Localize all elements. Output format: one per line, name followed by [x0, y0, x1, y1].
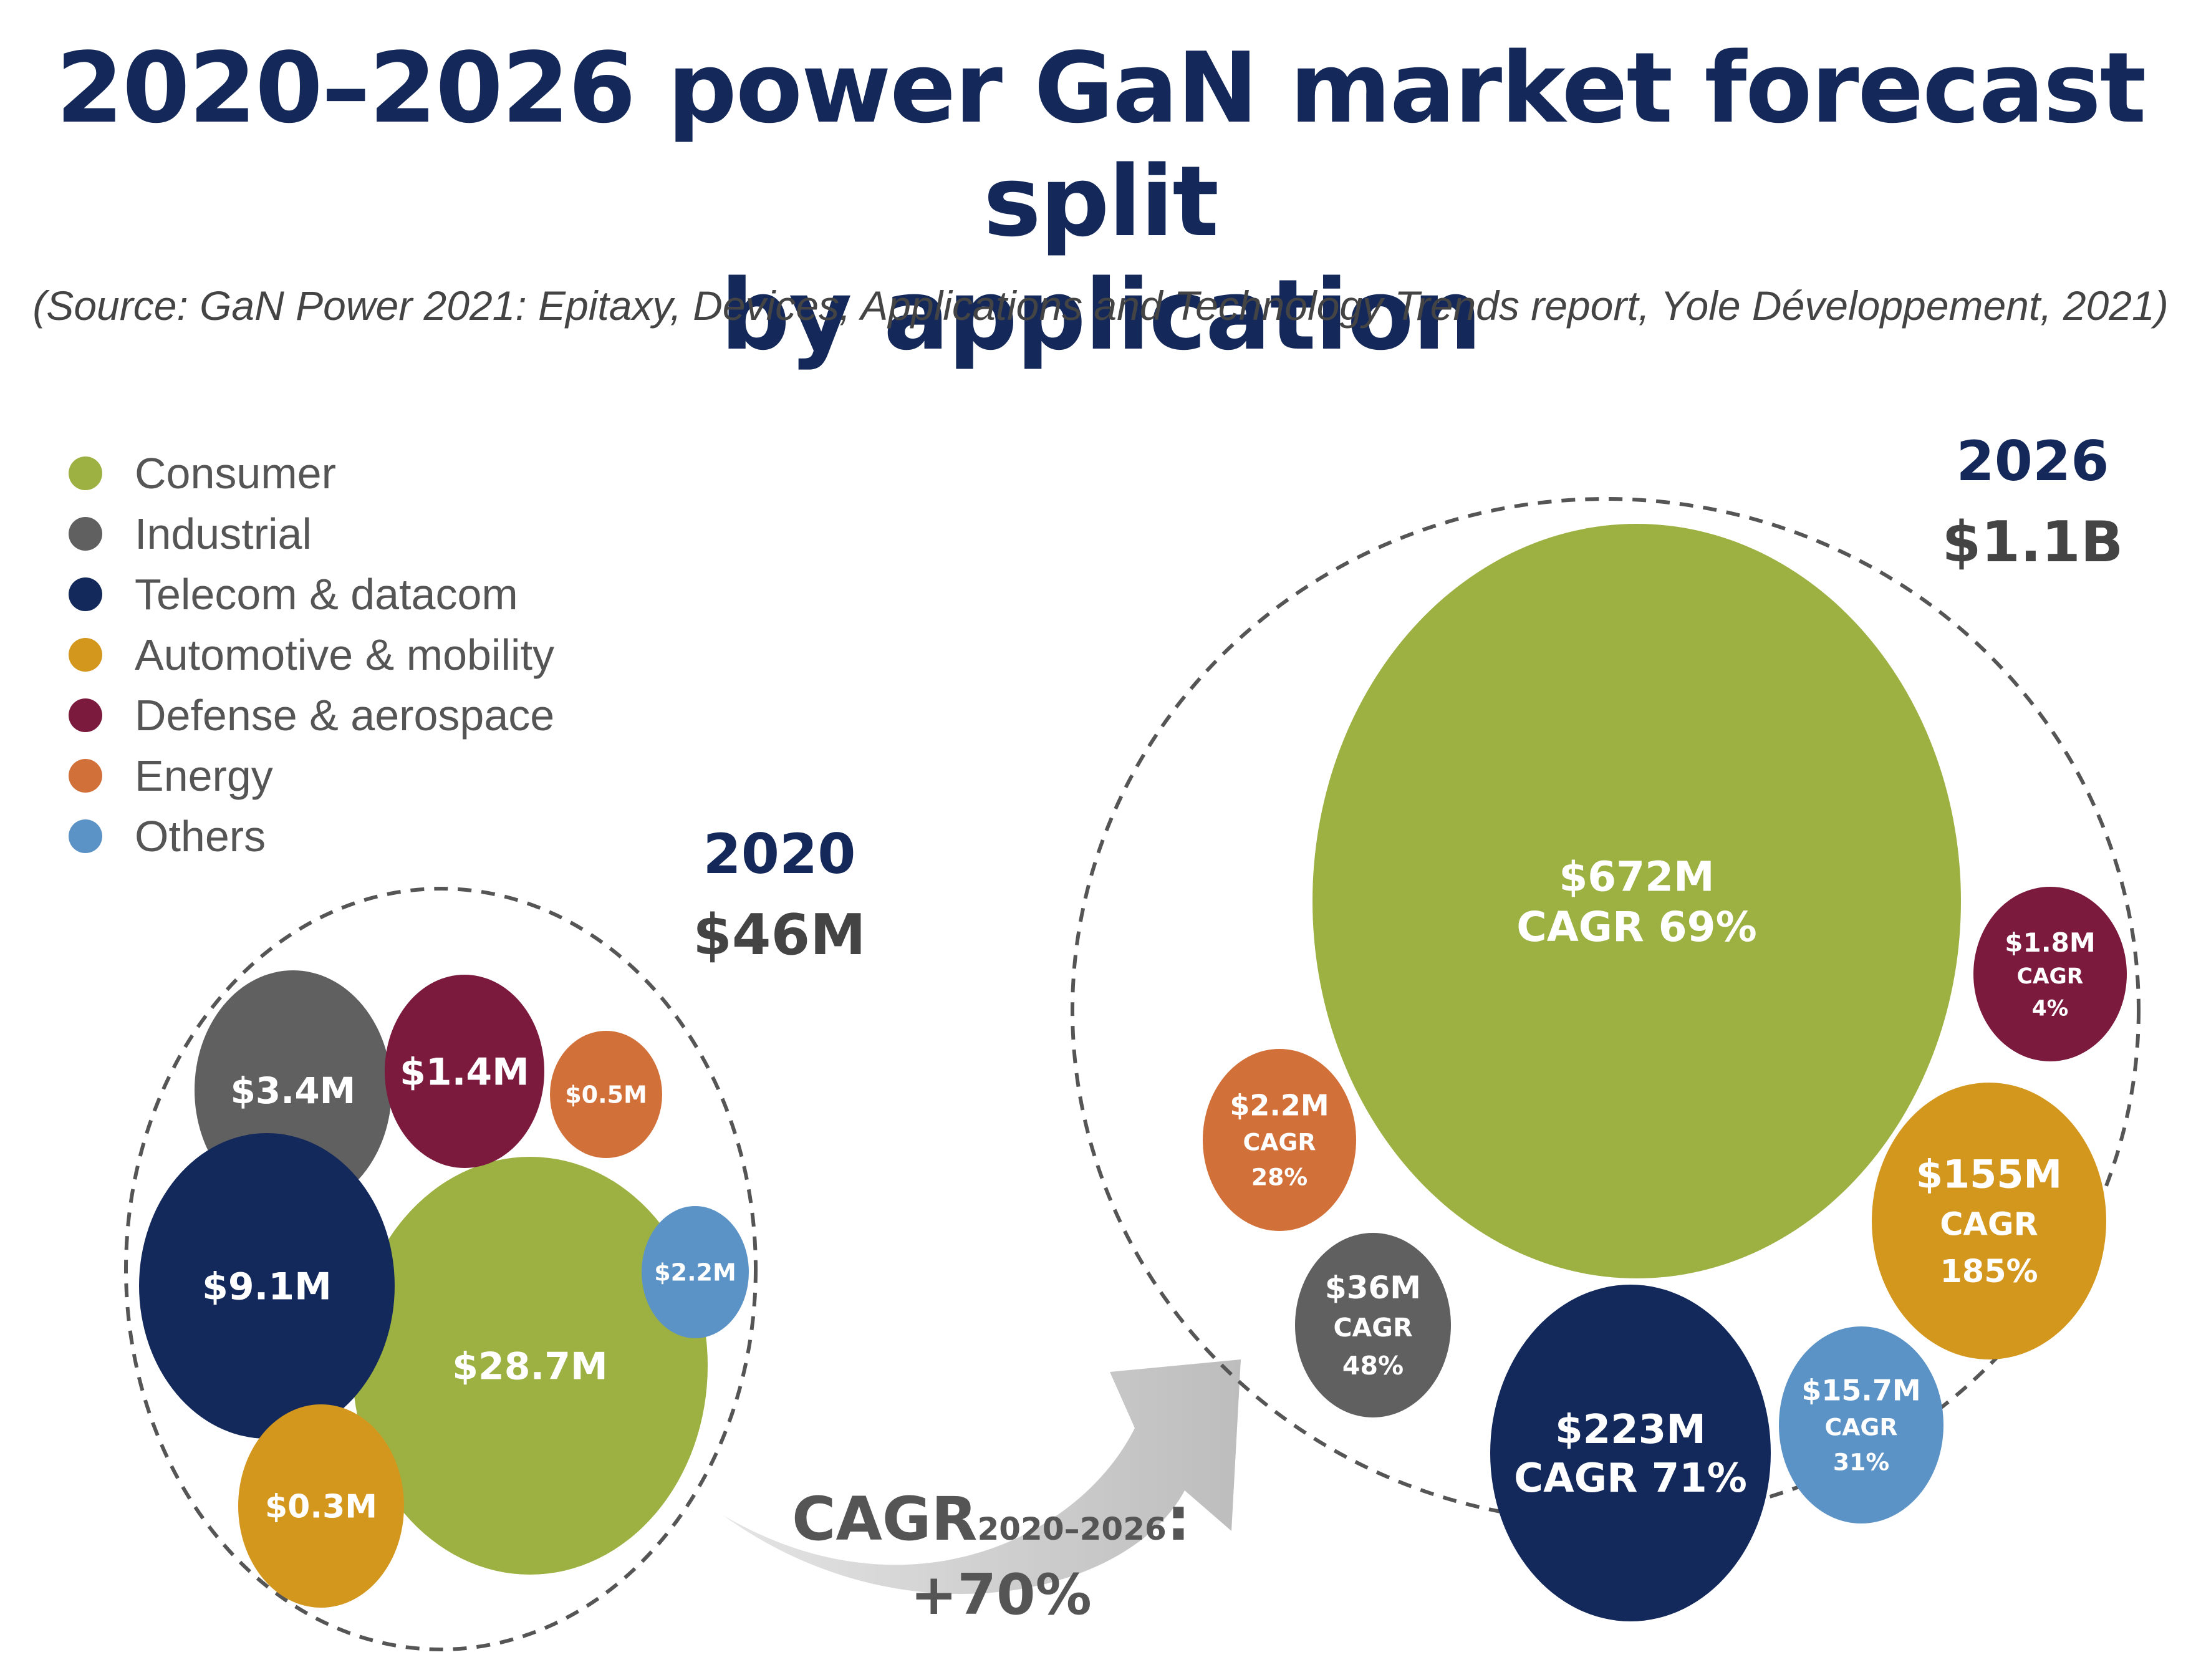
legend-item-industrial: Industrial	[69, 503, 554, 564]
bubble-2020-automotive-and-mobility	[238, 1404, 404, 1608]
bubble-label-2026-consumer-value: $672M	[1559, 853, 1714, 901]
legend-swatch	[69, 758, 102, 793]
legend-item-automotive: Automotive & mobility	[69, 624, 554, 685]
bubble-label-2026-energy-cagr: CAGR	[1243, 1129, 1316, 1156]
legend-swatch	[69, 698, 102, 732]
bubble-2020-telecom-and-datacom	[139, 1133, 395, 1439]
bubble-label-2026-industrial-cagr: CAGR	[1333, 1313, 1412, 1343]
bubble-label-2020-defense-and-aerospace-value: $1.4M	[400, 1051, 529, 1094]
bubble-2026-energy	[1203, 1049, 1356, 1231]
bubble-label-2020-others-value: $2.2M	[654, 1259, 736, 1287]
legend: Consumer Industrial Telecom & datacom Au…	[69, 443, 554, 866]
bubble-2026-defense-and-aerospace	[1973, 887, 2127, 1061]
chart-title: 2020–2026 power GaN market forecast spli…	[0, 31, 2201, 372]
legend-swatch	[69, 637, 102, 672]
legend-swatch	[69, 456, 102, 490]
bubble-2026-automotive-and-mobility	[1872, 1083, 2106, 1359]
bubble-label-2020-consumer-value: $28.7M	[452, 1345, 608, 1389]
bubble-label-2026-others-cagr: 31%	[1833, 1449, 1889, 1476]
year-label-2020: 2020	[703, 822, 856, 886]
group-boundary-2026	[1071, 497, 2141, 1523]
bubble-label-2026-others-cagr: CAGR	[1825, 1414, 1898, 1441]
group-boundary-2020	[124, 887, 758, 1651]
bubble-label-2026-automotive-and-mobility-value: $155M	[1916, 1152, 2062, 1197]
bubble-label-2026-others-value: $15.7M	[1801, 1373, 1920, 1407]
legend-label: Defense & aerospace	[135, 690, 555, 740]
legend-item-consumer: Consumer	[69, 443, 554, 503]
bubble-2026-consumer	[1312, 524, 1961, 1278]
bubble-label-2026-defense-and-aerospace-value: $1.8M	[2005, 927, 2095, 958]
growth-arrow-icon	[723, 1359, 1241, 1594]
bubble-label-2026-consumer-cagr: CAGR 69%	[1516, 903, 1756, 951]
legend-label: Others	[135, 811, 266, 861]
bubble-label-2026-energy-value: $2.2M	[1230, 1088, 1329, 1122]
bubble-label-2026-industrial-value: $36M	[1325, 1270, 1421, 1306]
bubble-2020-defense-and-aerospace	[385, 975, 544, 1168]
bubble-label-2026-telecom-and-datacom-cagr: CAGR 71%	[1514, 1456, 1747, 1502]
bubble-label-2026-industrial-cagr: 48%	[1342, 1351, 1404, 1381]
overall-cagr-value: +70%	[910, 1562, 1092, 1628]
bubble-label-2026-automotive-and-mobility-cagr: 185%	[1940, 1253, 2038, 1290]
bubble-2020-consumer	[352, 1157, 708, 1575]
overall-cagr-period: 2020–2026	[977, 1511, 1167, 1547]
bubble-2026-industrial	[1295, 1233, 1451, 1417]
legend-label: Consumer	[135, 448, 336, 498]
legend-swatch	[69, 819, 102, 853]
bubble-label-2020-industrial-value: $3.4M	[231, 1069, 356, 1112]
legend-label: Industrial	[135, 509, 312, 558]
bubble-label-2026-automotive-and-mobility-cagr: CAGR	[1940, 1205, 2038, 1242]
bubbles: $28.7M $3.4M $9.1M $0.3M $1.4M $0.5M $2.2M $672…	[139, 524, 2127, 1621]
legend-item-others: Others	[69, 806, 554, 866]
overall-cagr-colon: :	[1166, 1484, 1191, 1554]
bubble-2020-energy	[550, 1031, 662, 1158]
bubble-label-2026-defense-and-aerospace-cagr: CAGR	[2017, 964, 2084, 989]
chart-title-line-1: 2020–2026 power GaN market forecast spli…	[55, 31, 2147, 258]
total-label-2026: $1.1B	[1942, 509, 2124, 575]
legend-item-defense: Defense & aerospace	[69, 685, 554, 745]
bubble-label-2020-automotive-and-mobility-value: $0.3M	[265, 1489, 377, 1526]
bubble-label-2020-telecom-and-datacom-value: $9.1M	[202, 1265, 332, 1309]
year-label-2026: 2026	[1956, 429, 2109, 493]
bubble-2026-others	[1779, 1326, 1943, 1523]
legend-item-telecom: Telecom & datacom	[69, 564, 554, 624]
chart-title-line-2: by application	[720, 258, 1481, 372]
bubble-label-2026-energy-cagr: 28%	[1251, 1164, 1308, 1191]
total-label-2020: $46M	[693, 902, 866, 968]
bubble-2020-others	[642, 1206, 749, 1338]
legend-swatch	[69, 516, 102, 551]
bubble-label-2020-energy-value: $0.5M	[565, 1081, 647, 1109]
legend-label: Energy	[135, 751, 273, 800]
legend-label: Automotive & mobility	[135, 630, 555, 679]
bubble-label-2026-defense-and-aerospace-cagr: 4%	[2032, 996, 2068, 1021]
overall-cagr-label: CAGR	[792, 1484, 978, 1554]
bubble-2026-telecom-and-datacom	[1490, 1285, 1771, 1621]
legend-item-energy: Energy	[69, 745, 554, 806]
legend-label: Telecom & datacom	[135, 569, 518, 619]
bubble-label-2026-telecom-and-datacom-value: $223M	[1555, 1407, 1706, 1453]
chart-source: (Source: GaN Power 2021: Epitaxy, Device…	[32, 282, 2169, 329]
overall-cagr: CAGR2020–2026: +70%	[792, 1484, 1191, 1628]
legend-swatch	[69, 577, 102, 611]
